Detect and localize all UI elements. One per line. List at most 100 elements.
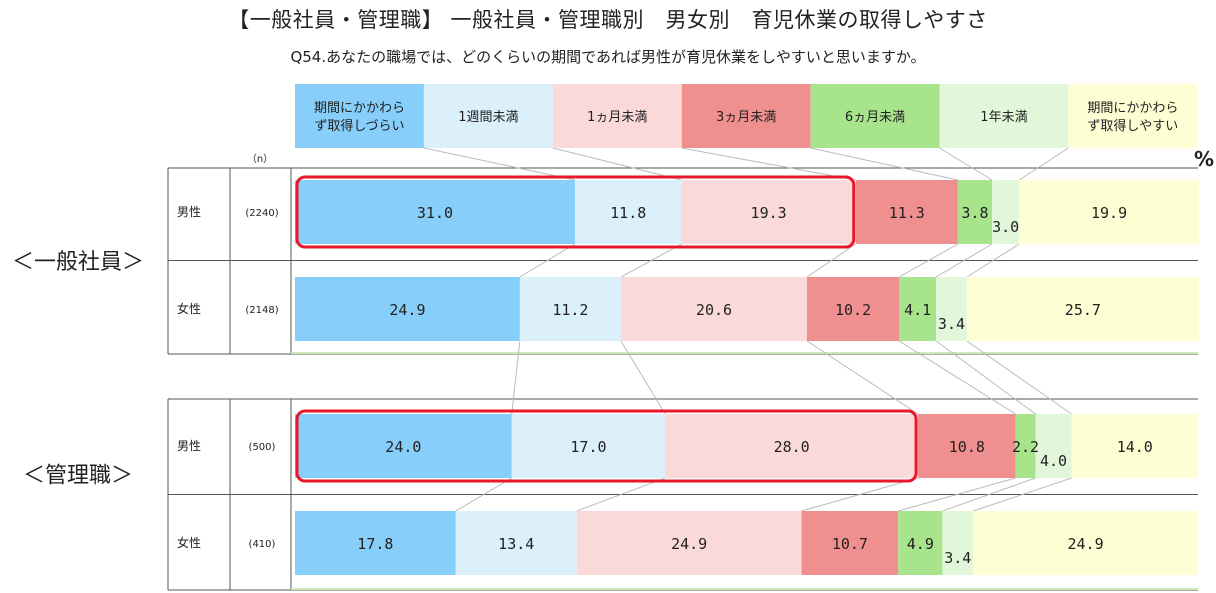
connector-line <box>898 243 959 278</box>
legend-label: 期間にかかわらず取得しやすい <box>1087 101 1178 134</box>
connector-line <box>511 340 521 415</box>
bar-segment <box>295 180 575 244</box>
legend-swatch <box>681 84 811 148</box>
data-label: 19.3 <box>751 204 787 222</box>
bar-segment <box>295 277 520 341</box>
data-label: 4.1 <box>904 301 931 319</box>
connector-line <box>519 243 576 278</box>
bar-segment <box>957 180 993 244</box>
legend-swatch <box>810 84 940 148</box>
legend-label: 1週間未満 <box>458 110 518 125</box>
row-n: (2148) <box>245 305 278 316</box>
data-label: 24.9 <box>1068 535 1104 553</box>
row-label: 女性 <box>177 301 201 316</box>
connector-line <box>966 243 1020 278</box>
connector-line <box>455 477 512 512</box>
data-label: 2.2 <box>1012 438 1039 456</box>
data-label: 3.8 <box>961 204 988 222</box>
bar-segment <box>665 414 919 478</box>
bar-segment <box>918 414 1016 478</box>
connector-line <box>1018 147 1069 181</box>
connector-line <box>972 477 1072 512</box>
connector-line <box>939 147 993 181</box>
data-label: 28.0 <box>774 438 810 456</box>
bar-segment <box>295 511 456 575</box>
row-n: (410) <box>249 539 276 550</box>
connector-line <box>423 147 576 181</box>
bar-segment <box>681 180 856 244</box>
n-header: （n） <box>247 153 273 165</box>
connector-line <box>806 340 919 415</box>
group-label: ＜管理職＞ <box>23 464 133 489</box>
data-label: 3.0 <box>992 218 1019 236</box>
data-label: 24.9 <box>671 535 707 553</box>
connector-line <box>576 477 666 512</box>
highlight-box <box>295 175 856 249</box>
data-label: 13.4 <box>498 535 534 553</box>
row-label: 女性 <box>177 535 201 550</box>
legend-swatch <box>1068 84 1198 148</box>
data-label: 4.9 <box>907 535 934 553</box>
bar-segment <box>455 511 577 575</box>
bar-segment <box>801 511 899 575</box>
data-label: 24.0 <box>385 438 421 456</box>
data-label: 14.0 <box>1117 438 1153 456</box>
bar-segment <box>1071 414 1198 478</box>
data-label: 19.9 <box>1091 204 1127 222</box>
legend-swatch <box>295 84 424 148</box>
bar-segment <box>966 277 1199 341</box>
bar-segment <box>519 277 621 341</box>
data-label: 11.2 <box>552 301 588 319</box>
data-label: 20.6 <box>696 301 732 319</box>
bar-segment <box>855 180 958 244</box>
bar-segment <box>936 277 967 341</box>
bar-segment <box>807 277 900 341</box>
bar-segment <box>576 511 802 575</box>
bar-segment <box>899 277 937 341</box>
bar-segment <box>574 180 682 244</box>
legend-label: 3ヵ月未満 <box>716 110 776 125</box>
group-label: ＜一般社員＞ <box>12 250 144 275</box>
legend-swatch <box>423 84 553 148</box>
bar-segment <box>1015 414 1036 478</box>
connector-line <box>898 477 1016 512</box>
connector-line <box>935 340 1036 415</box>
connector-line <box>935 243 993 278</box>
chart-title: 【一般社員・管理職】 一般社員・管理職別 男女別 育児休業の取得しやすさ <box>228 8 988 32</box>
data-label: 17.8 <box>357 535 393 553</box>
data-label: 10.8 <box>949 438 985 456</box>
data-label: 25.7 <box>1065 301 1101 319</box>
row-label: 男性 <box>177 439 201 453</box>
bar-segment <box>898 511 943 575</box>
bar-segment <box>942 511 974 575</box>
data-label: 3.4 <box>944 549 971 567</box>
highlight-box <box>295 409 918 483</box>
connector-line <box>681 147 856 181</box>
legend-label: 1ヵ月未満 <box>587 110 647 125</box>
connector-line <box>620 340 666 415</box>
connector-line <box>620 243 682 278</box>
row-n: (2240) <box>245 208 278 219</box>
legend-swatch <box>552 84 682 148</box>
connector-line <box>966 340 1072 415</box>
bar-segment <box>295 414 512 478</box>
legend-swatch <box>939 84 1069 148</box>
data-label: 31.0 <box>417 204 453 222</box>
percent-label: % <box>1194 147 1214 171</box>
legend-label: 1年未満 <box>980 110 1027 125</box>
bar-segment <box>973 511 1198 575</box>
connector-line <box>810 147 958 181</box>
bar-segment <box>511 414 666 478</box>
connector-line <box>552 147 682 181</box>
connector-line <box>801 477 919 512</box>
bar-segment <box>620 277 808 341</box>
data-label: 17.0 <box>570 438 606 456</box>
row-label: 男性 <box>177 205 201 219</box>
connector-line <box>806 243 857 278</box>
connector-line <box>898 340 1016 415</box>
legend-label: 期間にかかわらず取得しづらい <box>314 101 405 134</box>
data-label: 24.9 <box>389 301 425 319</box>
data-label: 10.7 <box>832 535 868 553</box>
data-label: 10.2 <box>835 301 871 319</box>
